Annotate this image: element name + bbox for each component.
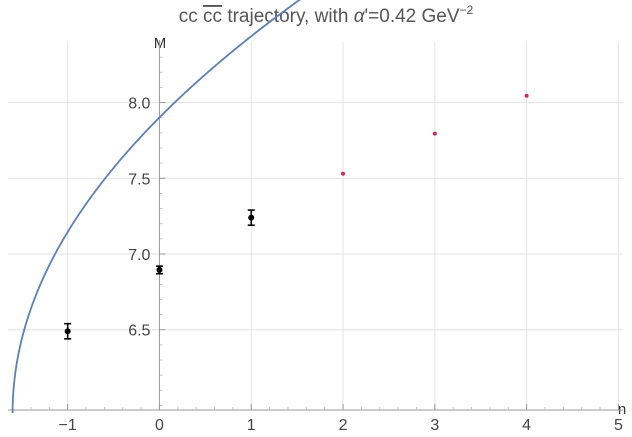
x-tick-label: 5: [614, 417, 623, 434]
y-tick-label: 8.0: [128, 96, 150, 113]
axes-layer: −1 0 1 2 3 4 5 6.5 7.0 7.5 8.0: [8, 40, 623, 434]
title-overline: cc: [203, 6, 222, 27]
x-tick-label: 3: [430, 417, 439, 434]
y-axis-label: M: [154, 35, 167, 52]
predicted-point: [524, 93, 529, 98]
trajectory-curve: [11, 0, 301, 414]
x-tick-label: 1: [247, 417, 256, 434]
predicted-point: [432, 131, 437, 136]
y-tick-label: 7.5: [128, 171, 150, 188]
title-middle: trajectory, with: [222, 6, 354, 27]
curve-layer: [11, 0, 301, 414]
x-tick-label: −1: [59, 417, 77, 434]
points-layer: [64, 93, 529, 340]
title-exponent: −2: [460, 3, 474, 17]
measured-point: [248, 214, 255, 221]
measured-point: [156, 266, 163, 273]
x-tick-label: 4: [522, 417, 531, 434]
title-value: '=0.42 GeV: [365, 6, 460, 27]
predicted-point: [341, 171, 346, 176]
title-alpha: α: [354, 6, 366, 27]
title-prefix: cc: [179, 6, 203, 27]
y-tick-label: 7.0: [128, 247, 150, 264]
grid-layer: [8, 42, 623, 410]
x-tick-label: 0: [155, 417, 164, 434]
measured-point: [64, 328, 71, 335]
chart-title: cc cc trajectory, with α'=0.42 GeV−2: [179, 3, 474, 27]
y-tick-label: 6.5: [128, 323, 150, 340]
x-tick-label: 2: [339, 417, 348, 434]
